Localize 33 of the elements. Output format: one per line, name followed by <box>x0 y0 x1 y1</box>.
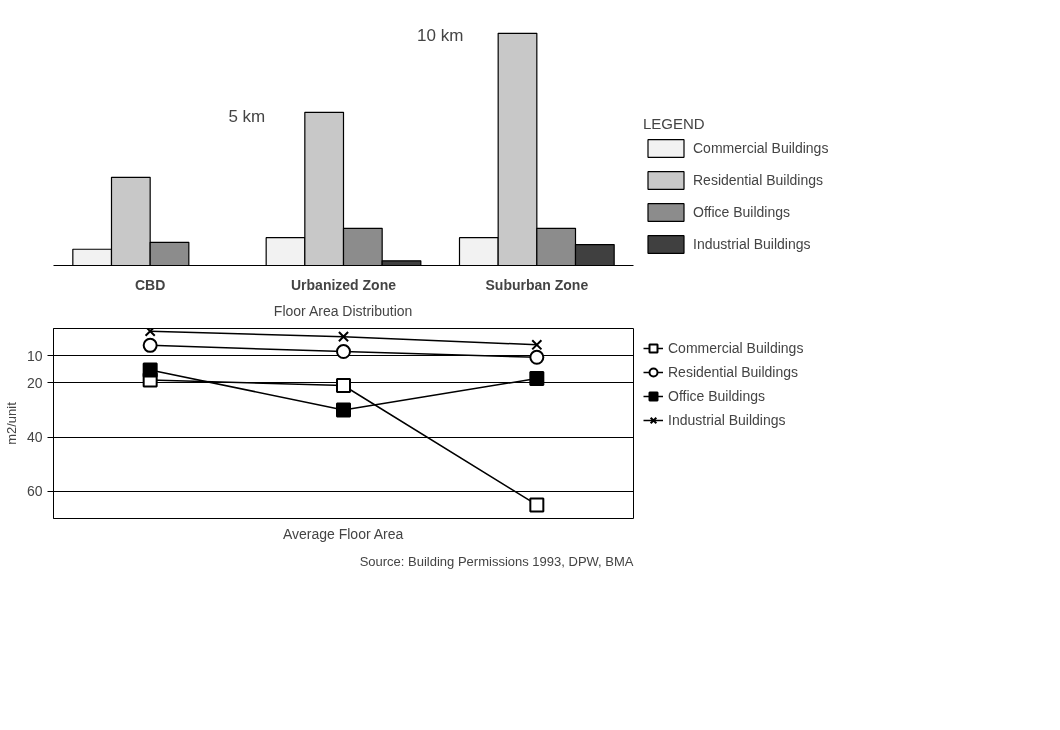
legend-label: Office Buildings <box>693 204 791 220</box>
point <box>336 344 351 360</box>
x-tick-label: Urbanized Zone <box>291 276 397 293</box>
point <box>337 331 350 343</box>
y-tick-label: 20 <box>26 374 43 391</box>
legend-label: Commercial Buildings <box>668 340 804 356</box>
legend-label: Office Buildings <box>668 388 766 404</box>
legend-label: Residential Buildings <box>668 364 798 380</box>
legend-label: Industrial Buildings <box>668 412 786 428</box>
x-tick-label: Suburban Zone <box>485 276 589 293</box>
annotation: 5 km <box>228 107 266 127</box>
point <box>531 339 543 351</box>
legend-label: Commercial Buildings <box>693 140 829 156</box>
point <box>336 402 351 418</box>
y-tick-label: 60 <box>26 483 43 500</box>
source-note: Source: Building Permissions 1993, DPW, BMA <box>359 553 634 569</box>
legend-label: Industrial Buildings <box>693 236 811 252</box>
y-axis-title: m2/unit <box>3 401 19 445</box>
point <box>529 497 545 513</box>
point <box>142 337 158 353</box>
legend-title: LEGEND <box>643 115 706 132</box>
y-tick-label: 10 <box>26 347 43 364</box>
y-tick-label: 40 <box>26 429 43 446</box>
point <box>529 370 545 386</box>
point <box>336 378 351 393</box>
x-tick-label: CBD <box>135 276 166 293</box>
point <box>529 349 545 365</box>
annotation: 10 km <box>417 25 464 45</box>
point <box>142 362 158 378</box>
point <box>144 328 156 337</box>
legend-label: Residential Buildings <box>693 172 823 188</box>
text: Average Floor Area <box>282 525 404 542</box>
text: Floor Area Distribution <box>273 302 413 319</box>
